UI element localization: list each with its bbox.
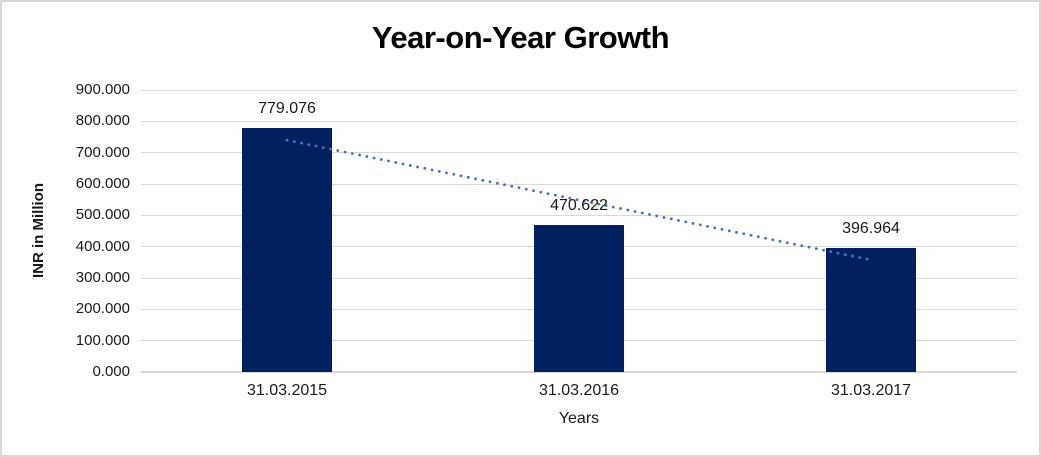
y-tick-label: 300.000 [75,269,130,286]
gridline [141,184,1017,185]
y-tick-label: 500.000 [75,206,130,223]
bar [826,248,916,372]
gridline [141,90,1017,91]
y-tick-label: 600.000 [75,175,130,192]
y-tick-label: 100.000 [75,332,130,349]
y-tick-label: 700.000 [75,144,130,161]
x-tick-label: 31.03.2015 [246,382,328,399]
bar [534,225,624,372]
bar-value-label: 470.622 [550,197,608,214]
bar-value-label: 779.076 [258,100,316,117]
x-tick-label: 31.03.2016 [538,382,620,399]
gridline [141,371,1017,373]
plot-area: 779.076 470.622 396.964 [141,90,1017,373]
trendline [285,138,873,262]
gridline [141,121,1017,122]
bar [242,128,332,372]
gridline [141,152,1017,153]
trendline-dotted [285,138,873,262]
gridline [141,215,1017,216]
chart-title: Year-on-Year Growth [371,20,670,55]
y-tick-label: 0.000 [92,363,130,380]
x-tick-label: 31.03.2017 [830,382,912,399]
bar-value-label: 396.964 [842,220,900,237]
y-tick-label: 900.000 [75,81,130,98]
x-axis-title: Years [558,410,600,427]
y-tick-label: 400.000 [75,238,130,255]
y-tick-label: 800.000 [75,112,130,129]
y-tick-label: 200.000 [75,300,130,317]
